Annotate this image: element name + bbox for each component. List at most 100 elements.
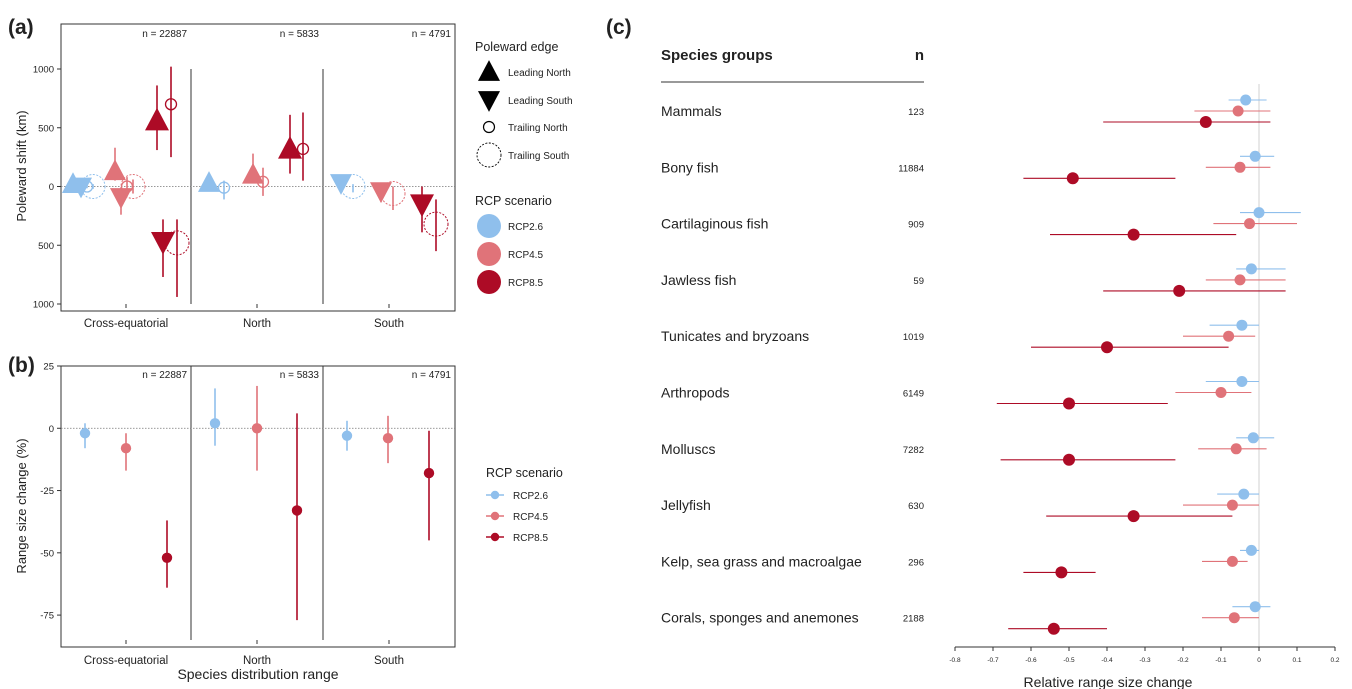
legend-shape-label: Trailing South [508, 151, 569, 162]
legend-color-label: RCP2.6 [508, 222, 543, 233]
xtick-label: 0.2 [1330, 657, 1339, 664]
species-group-n: 11884 [898, 163, 924, 174]
legend-b-label: RCP8.5 [513, 533, 548, 544]
panel-a-yticks: 1000 500 0 500 1000 [33, 65, 455, 311]
panel-b-legend: RCP scenario RCP2.6 RCP4.5 RCP8.5 [486, 466, 563, 544]
data-point [1230, 443, 1242, 455]
legend-trailing-north-symbol [482, 120, 496, 134]
data-point [1232, 105, 1244, 117]
xtick-label: South [374, 318, 404, 330]
panel-c-header-group: Species groups [661, 47, 773, 64]
data-point [1223, 330, 1235, 342]
ytick-label: 0 [49, 424, 54, 435]
panel-a-categories: Cross-equatorial n = 22887 North n = 5833 So… [84, 29, 452, 330]
n-label: n = 22887 [142, 29, 187, 40]
legend-color-items: RCP2.6 RCP4.5 RCP8.5 [477, 214, 543, 294]
ytick-label: 500 [38, 241, 54, 252]
species-group-n: 123 [908, 107, 924, 118]
xtick-label: -0.7 [987, 657, 999, 664]
panel-b-xlabel: Species distribution range [177, 666, 338, 682]
legend-color-swatch [477, 214, 501, 238]
ytick-label: -75 [40, 611, 54, 622]
data-point [1173, 284, 1186, 297]
point-leading-south [370, 182, 392, 204]
legend-b-title: RCP scenario [486, 466, 563, 480]
data-point [1236, 376, 1248, 387]
species-group-n: 2188 [903, 614, 924, 625]
point-trailing-south [164, 230, 190, 256]
data-point [1047, 622, 1060, 635]
ytick-label: -50 [40, 548, 54, 559]
panel-b-marks [79, 385, 435, 621]
data-point [1245, 544, 1257, 556]
point-leading-north [278, 135, 302, 159]
data-point [423, 467, 435, 479]
species-group-label: Corals, sponges and anemones [661, 610, 859, 626]
n-label: n = 4791 [412, 370, 452, 381]
data-point [1236, 319, 1248, 331]
legend-b-label: RCP2.6 [513, 491, 548, 502]
point-leading-south [151, 232, 175, 255]
point-trailing-north [256, 175, 270, 188]
data-point [1127, 228, 1140, 241]
panel-c-chart: Species groups n Relative range size cha… [661, 47, 1340, 689]
legend-color-swatch [477, 242, 501, 266]
data-point [1066, 172, 1079, 185]
legend-leading-north-symbol [478, 60, 500, 81]
data-point [1127, 510, 1140, 523]
xtick-label: -0.6 [1025, 657, 1037, 664]
species-group-label: Jellyfish [661, 497, 711, 513]
n-label: n = 5833 [280, 29, 320, 40]
data-point [1234, 274, 1246, 286]
species-group-n: 1019 [903, 332, 924, 343]
species-group-n: 6149 [903, 389, 924, 400]
legend-leading-south-symbol [478, 91, 500, 112]
point-trailing-north [164, 98, 178, 111]
point-leading-north [145, 107, 169, 131]
data-point [1253, 207, 1265, 219]
species-group-label: Cartilaginous fish [661, 216, 768, 232]
point-trailing-north [217, 181, 231, 194]
xtick-label: -0.1 [1215, 657, 1227, 664]
legend-b-swatch [490, 511, 500, 521]
xtick-label: North [243, 655, 271, 667]
data-point [1249, 601, 1261, 613]
xtick-label: Cross-equatorial [84, 318, 168, 330]
point-leading-north [104, 159, 126, 181]
data-point [382, 433, 394, 444]
species-group-label: Molluscs [661, 441, 715, 457]
data-point [1226, 499, 1238, 511]
legend-color-label: RCP4.5 [508, 250, 543, 261]
xtick-label: -0.2 [1177, 657, 1189, 664]
legend-shape-label: Trailing North [508, 123, 568, 134]
point-trailing-south [120, 174, 146, 199]
species-group-n: 909 [908, 220, 924, 231]
point-leading-south [410, 194, 434, 218]
panel-c-marks [996, 94, 1301, 635]
xtick-label: South [374, 655, 404, 667]
legend-trailing-south-symbol [476, 142, 502, 168]
ytick-label: 1000 [33, 65, 54, 76]
data-point [1101, 341, 1113, 354]
species-group-n: 59 [913, 276, 924, 287]
data-point [1245, 263, 1257, 275]
panel-a-legend: Poleward edge Leading North Leading South… [475, 40, 573, 294]
data-point [341, 430, 353, 441]
panel-a-marks [62, 66, 449, 297]
data-point [1063, 397, 1075, 410]
point-leading-north [242, 162, 264, 184]
point-trailing-south [380, 181, 406, 207]
panel-b-ylabel: Range size change (%) [14, 438, 29, 573]
n-label: n = 4791 [412, 29, 452, 40]
xtick-label: Cross-equatorial [84, 655, 168, 667]
point-leading-north [198, 171, 220, 192]
data-point [1244, 218, 1255, 230]
legend-color-title: RCP scenario [475, 194, 552, 208]
species-group-n: 7282 [903, 445, 924, 456]
species-group-label: Arthropods [661, 385, 729, 401]
xtick-label: 0 [1257, 657, 1261, 664]
data-point [1240, 94, 1252, 106]
legend-b-items: RCP2.6 RCP4.5 RCP8.5 [486, 490, 548, 544]
species-group-label: Kelp, sea grass and macroalgae [661, 553, 862, 569]
legend-shape-title: Poleward edge [475, 40, 558, 54]
